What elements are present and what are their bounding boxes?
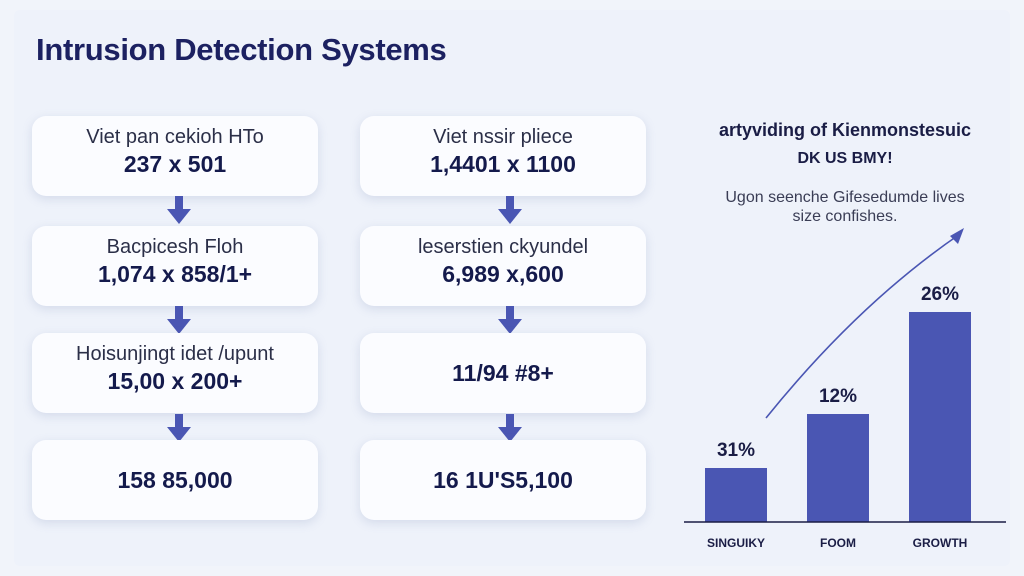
flow-right-step-3: 11/94 #8+ [360, 333, 646, 413]
down-arrow-icon [498, 196, 522, 224]
flow-left-step-2: Bacpicesh Floh 1,074 x 858/1+ [32, 226, 318, 306]
flow-step-value: 11/94 #8+ [452, 360, 554, 386]
flow-right-step-2: leserstien ckyundel 6,989 x,600 [360, 226, 646, 306]
flow-right-step-4: 16 1U'S5,100 [360, 440, 646, 520]
chart-subtitle: DK US BMY! [797, 150, 893, 167]
chart-title: artyviding of Kienmonstesuic [718, 120, 972, 140]
trend-arrowhead-icon [950, 228, 964, 244]
flow-left-step-4: 158 85,000 [32, 440, 318, 520]
flow-step-value: 158 85,000 [117, 467, 233, 493]
bar-1 [705, 468, 767, 522]
flow-step-label: Bacpicesh Floh [106, 236, 244, 258]
down-arrow-icon [167, 196, 191, 224]
data-label-2: 12% [819, 386, 857, 407]
chart-plot: 31% SINGUIKY 12% FOOM 26% GROWTH [684, 228, 1006, 550]
flow-step-value: 15,00 x 200+ [107, 368, 243, 394]
flow-step-label: leserstien ckyundel [417, 236, 589, 258]
down-arrow-icon [498, 306, 522, 334]
flow-step-value: 16 1U'S5,100 [433, 467, 573, 493]
category-label-3: GROWTH [913, 536, 968, 550]
page-title: Intrusion Detection Systems [36, 32, 447, 67]
flow-step-value: 1,074 x 858/1+ [97, 261, 253, 287]
bar-3 [909, 312, 971, 522]
category-label-2: FOOM [820, 536, 856, 550]
data-label-1: 31% [717, 440, 755, 461]
flow-step-value: 6,989 x,600 [442, 261, 564, 287]
chart-note-line: Ugon seenche Gifesedumde lives [725, 189, 965, 206]
flow-step-label: Hoisunjingt idet /upunt [76, 343, 274, 365]
flow-step-value: 1,4401 x 1100 [430, 151, 576, 177]
flow-right-step-1: Viet nssir pliece 1,4401 x 1100 [360, 116, 646, 196]
growth-chart: artyviding of Kienmonstesuic DK US BMY! … [680, 112, 1010, 562]
category-label-1: SINGUIKY [707, 536, 765, 550]
flow-left-step-1: Viet pan cekioh HTo 237 x 501 [32, 116, 318, 196]
flow-step-label: Viet pan cekioh HTo [86, 126, 264, 148]
chart-note-line: size confishes. [792, 208, 898, 225]
data-label-3: 26% [921, 284, 959, 305]
down-arrow-icon [167, 306, 191, 334]
flow-step-value: 237 x 501 [123, 151, 227, 177]
down-arrow-icon [167, 414, 191, 442]
bar-2 [807, 414, 869, 522]
flow-step-label: Viet nssir pliece [433, 126, 573, 148]
down-arrow-icon [498, 414, 522, 442]
flow-left-step-3: Hoisunjingt idet /upunt 15,00 x 200+ [32, 333, 318, 413]
chart-note: Ugon seenche Gifesedumde lives size conf… [680, 188, 1010, 226]
trend-line [765, 233, 961, 419]
